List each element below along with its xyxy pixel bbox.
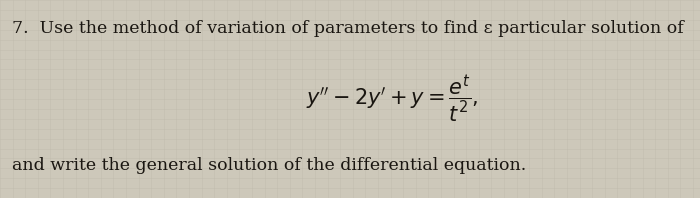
Text: and write the general solution of the differential equation.: and write the general solution of the di… <box>12 157 526 174</box>
Text: 7.  Use the method of variation of parameters to find ε particular solution of: 7. Use the method of variation of parame… <box>12 20 684 37</box>
Text: $y'' - 2y' + y = \dfrac{e^t}{t^2},$: $y'' - 2y' + y = \dfrac{e^t}{t^2},$ <box>306 73 478 125</box>
